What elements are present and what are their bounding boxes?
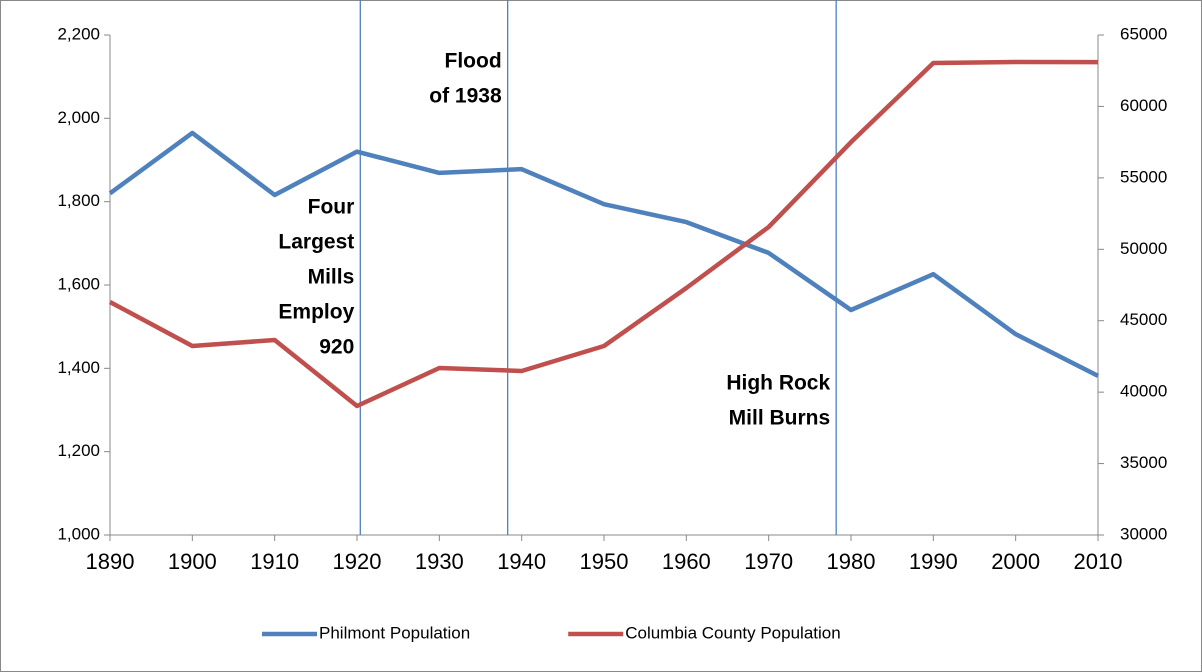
y-tick-label: 1,400: [57, 358, 100, 377]
annotation: Flood: [445, 50, 502, 73]
x-tick-label: 1900: [168, 549, 217, 574]
y2-tick-label: 65000: [1120, 24, 1167, 43]
y2-tick-label: 60000: [1120, 96, 1167, 115]
y2-tick-label: 35000: [1120, 453, 1167, 472]
x-tick-label: 1920: [333, 549, 382, 574]
x-tick-label: 1970: [744, 549, 793, 574]
x-tick-label: 1930: [415, 549, 464, 574]
annotation: Four: [308, 196, 355, 219]
y-tick-label: 1,200: [57, 441, 100, 460]
annotation: Largest: [278, 231, 354, 254]
y2-tick-label: 40000: [1120, 382, 1167, 401]
x-tick-label: 1960: [662, 549, 711, 574]
x-tick-label: 2000: [991, 549, 1040, 574]
y-tick-label: 2,200: [57, 24, 100, 43]
x-tick-label: 1890: [86, 549, 135, 574]
annotation: 920: [319, 336, 354, 359]
y2-tick-label: 30000: [1120, 524, 1167, 543]
annotation: Mills: [308, 266, 355, 289]
y-tick-label: 1,800: [57, 191, 100, 210]
x-tick-label: 1980: [827, 549, 876, 574]
y2-tick-label: 50000: [1120, 239, 1167, 258]
x-tick-label: 1950: [580, 549, 629, 574]
y-tick-label: 2,000: [57, 108, 100, 127]
x-tick-label: 1910: [250, 549, 299, 574]
annotation: Employ: [278, 301, 354, 324]
y-tick-label: 1,000: [57, 524, 100, 543]
annotation: Mill Burns: [729, 407, 831, 430]
y-tick-label: 1,600: [57, 274, 100, 293]
series-line: [108, 59, 1099, 409]
y2-tick-label: 45000: [1120, 310, 1167, 329]
series-line: [108, 130, 1100, 378]
legend-label: Philmont Population: [319, 623, 470, 642]
annotation: High Rock: [726, 372, 830, 395]
x-tick-label: 1940: [497, 549, 546, 574]
annotation: of 1938: [429, 85, 502, 108]
x-tick-label: 1990: [909, 549, 958, 574]
y2-tick-label: 55000: [1120, 167, 1167, 186]
x-tick-label: 2010: [1074, 549, 1123, 574]
legend-label: Columbia County Population: [625, 623, 840, 642]
